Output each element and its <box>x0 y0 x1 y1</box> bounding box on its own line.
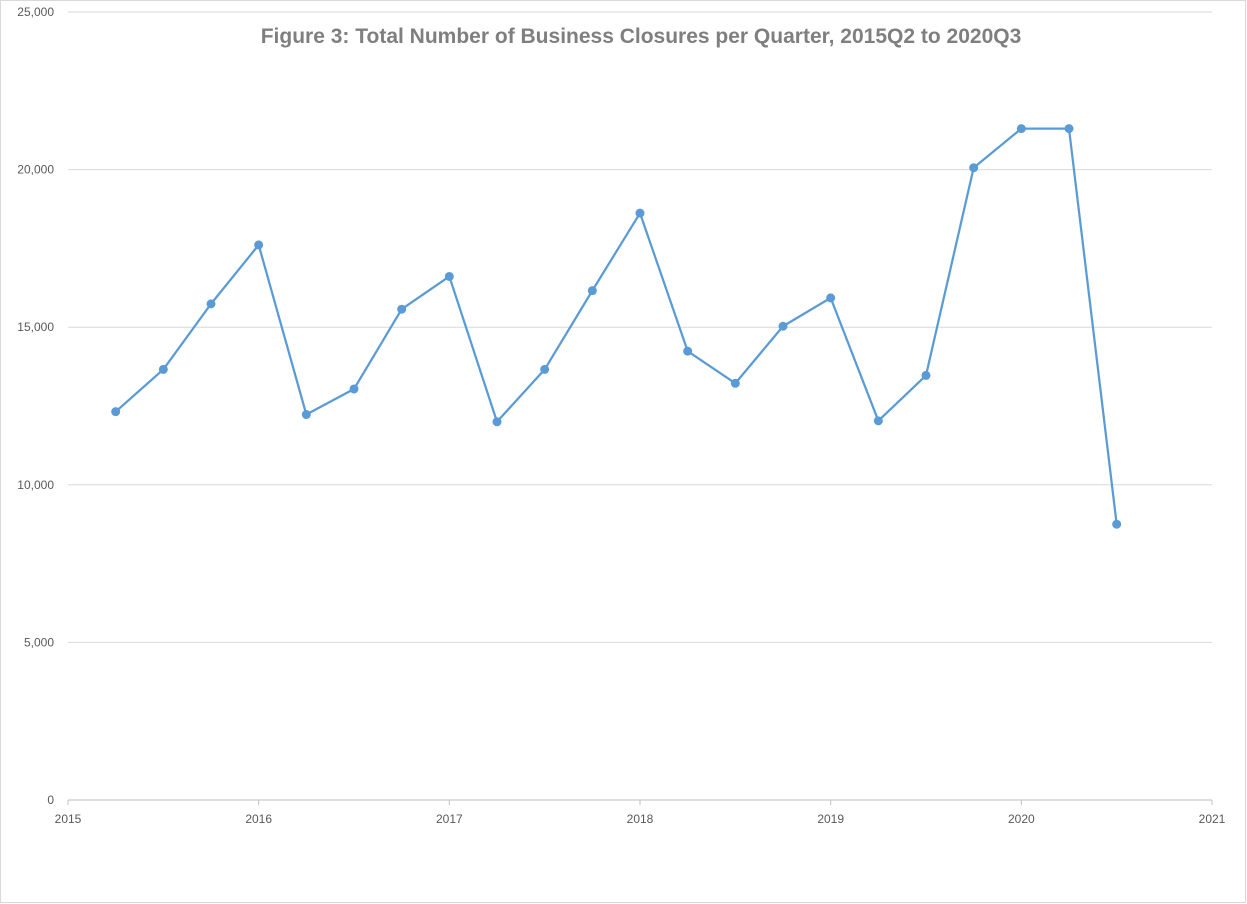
data-point <box>730 378 740 388</box>
y-tick-label: 5,000 <box>24 635 54 649</box>
data-point <box>826 293 836 303</box>
tick-labels: 0 5,000 10,000 15,000 20,000 25,000 2015 2016 20… <box>17 5 1225 826</box>
data-point <box>492 417 502 427</box>
data-point <box>1016 124 1026 134</box>
data-point <box>873 416 883 426</box>
axes <box>67 799 1213 805</box>
x-tick-label: 2019 <box>817 812 844 826</box>
x-tick-label: 2018 <box>627 812 654 826</box>
data-point <box>349 384 359 394</box>
data-point <box>1112 519 1122 529</box>
data-point <box>254 240 264 250</box>
data-point <box>635 208 645 218</box>
y-tick-label: 15,000 <box>17 320 54 334</box>
y-tick-label: 10,000 <box>17 478 54 492</box>
data-point <box>540 364 550 374</box>
y-tick-label: 25,000 <box>17 5 54 19</box>
data-point <box>778 321 788 331</box>
x-tick-label: 2020 <box>1008 812 1035 826</box>
x-tick-label: 2015 <box>55 812 82 826</box>
chart-title: Figure 3: Total Number of Business Closu… <box>261 25 1022 48</box>
x-tick-label: 2017 <box>436 812 463 826</box>
y-tick-label: 0 <box>47 793 54 807</box>
data-point <box>158 364 168 374</box>
data-point <box>921 370 931 380</box>
series-layer <box>111 124 1122 529</box>
gridlines <box>68 11 1212 643</box>
data-point <box>397 304 407 314</box>
data-point <box>301 410 311 420</box>
data-point <box>1064 124 1074 134</box>
data-point <box>587 286 597 296</box>
data-point <box>683 346 693 356</box>
data-point <box>969 163 979 173</box>
data-point <box>206 299 216 309</box>
series-line <box>114 127 1118 525</box>
data-point <box>444 271 454 281</box>
y-tick-label: 20,000 <box>17 163 54 177</box>
x-tick-label: 2016 <box>245 812 272 826</box>
x-tick-label: 2021 <box>1199 812 1226 826</box>
data-point <box>111 407 121 417</box>
